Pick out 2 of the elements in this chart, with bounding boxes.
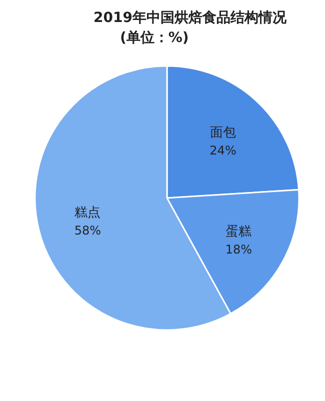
title: 2019年中国烘焙食品结构情况 bbox=[94, 10, 286, 26]
subtitle: (单位：%) bbox=[120, 30, 189, 46]
